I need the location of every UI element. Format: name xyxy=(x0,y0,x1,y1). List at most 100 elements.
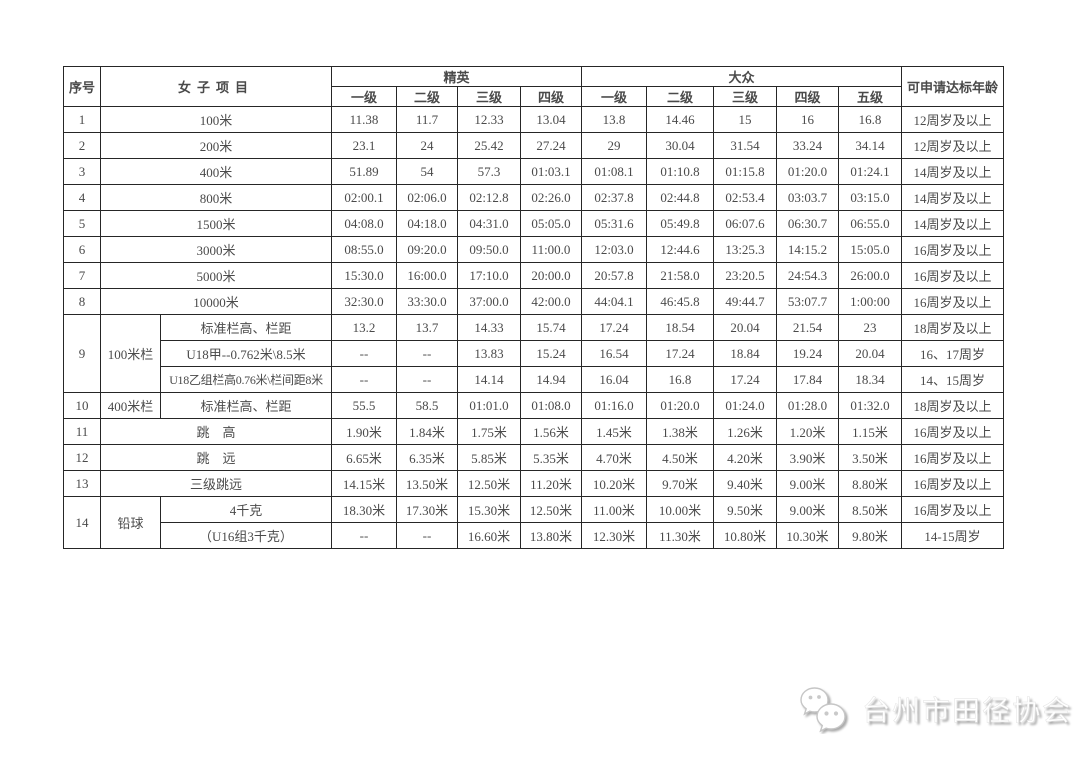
age-cell: 14周岁及以上 xyxy=(901,158,1004,185)
header-mass-level: 四级 xyxy=(776,86,839,107)
cell-value: 1.45米 xyxy=(581,418,647,445)
cell-value: 58.5 xyxy=(396,392,458,419)
cell-value: 24:54.3 xyxy=(776,262,839,289)
cell-value: 8.50米 xyxy=(838,496,902,523)
cell-value: 49:44.7 xyxy=(713,288,777,315)
cell-value: 15:30.0 xyxy=(331,262,397,289)
age-cell: 14-15周岁 xyxy=(901,522,1004,549)
cell-value: 25.42 xyxy=(457,132,521,159)
row-number: 6 xyxy=(63,236,101,263)
cell-value: 02:37.8 xyxy=(581,184,647,211)
cell-value: 16.54 xyxy=(581,340,647,367)
cell-value: -- xyxy=(396,522,458,549)
cell-value: 10.30米 xyxy=(776,522,839,549)
event-name: 200米 xyxy=(100,132,332,159)
table-row: 13 三级跳远 14.15米 13.50米 12.50米 11.20米 10.2… xyxy=(63,470,1004,497)
cell-value: 13.7 xyxy=(396,314,458,341)
cell-value: 16.8 xyxy=(838,106,902,133)
cell-value: 1.84米 xyxy=(396,418,458,445)
table-row: 2 200米 23.1 24 25.42 27.24 29 30.04 31.5… xyxy=(63,132,1004,159)
cell-value: 16.04 xyxy=(581,366,647,393)
cell-value: 11.30米 xyxy=(646,522,714,549)
cell-value: 09:50.0 xyxy=(457,236,521,263)
brand-name: 台州市田径协会 xyxy=(862,696,1073,728)
cell-value: 9.50米 xyxy=(713,496,777,523)
event-name: 10000米 xyxy=(100,288,332,315)
header-mass-level: 二级 xyxy=(646,86,714,107)
cell-value: 30.04 xyxy=(646,132,714,159)
cell-value: 06:30.7 xyxy=(776,210,839,237)
cell-value: 14:15.2 xyxy=(776,236,839,263)
cell-value: -- xyxy=(396,366,458,393)
cell-value: 9.00米 xyxy=(776,470,839,497)
cell-value: 08:55.0 xyxy=(331,236,397,263)
cell-value: 15.30米 xyxy=(457,496,521,523)
cell-value: 9.40米 xyxy=(713,470,777,497)
cell-value: 20:00.0 xyxy=(520,262,582,289)
cell-value: 14.46 xyxy=(646,106,714,133)
cell-value: 13:25.3 xyxy=(713,236,777,263)
cell-value: 27.24 xyxy=(520,132,582,159)
cell-value: 57.3 xyxy=(457,158,521,185)
cell-value: 11.38 xyxy=(331,106,397,133)
event-name: 400米 xyxy=(100,158,332,185)
cell-value: 1.26米 xyxy=(713,418,777,445)
cell-value: 03:03.7 xyxy=(776,184,839,211)
cell-value: 09:20.0 xyxy=(396,236,458,263)
cell-value: 01:16.0 xyxy=(581,392,647,419)
cell-value: 3.90米 xyxy=(776,444,839,471)
cell-value: 16.60米 xyxy=(457,522,521,549)
cell-value: 13.04 xyxy=(520,106,582,133)
cell-value: 15.74 xyxy=(520,314,582,341)
header-row-groups: 序号 女子项目 精英 大众 可申请达标年龄 xyxy=(63,66,1004,107)
cell-value: 11.20米 xyxy=(520,470,582,497)
cell-value: 12.30米 xyxy=(581,522,647,549)
cell-value: 4.70米 xyxy=(581,444,647,471)
cell-value: 15 xyxy=(713,106,777,133)
header-group-elite: 精英 xyxy=(331,66,582,87)
cell-value: 20:57.8 xyxy=(581,262,647,289)
cell-value: 05:49.8 xyxy=(646,210,714,237)
age-cell: 16周岁及以上 xyxy=(901,496,1004,523)
cell-value: 12:03.0 xyxy=(581,236,647,263)
cell-value: 13.2 xyxy=(331,314,397,341)
row-number: 2 xyxy=(63,132,101,159)
header-group-mass: 大众 xyxy=(581,66,902,87)
cell-value: 10.20米 xyxy=(581,470,647,497)
cell-value: -- xyxy=(331,522,397,549)
table-row: 1 100米 11.38 11.7 12.33 13.04 13.8 14.46… xyxy=(63,106,1004,133)
cell-value: 14.94 xyxy=(520,366,582,393)
header-age: 可申请达标年龄 xyxy=(901,66,1004,107)
cell-value: 9.70米 xyxy=(646,470,714,497)
table-row: U18甲--0.762米\8.5米 -- -- 13.83 15.24 16.5… xyxy=(64,340,1004,367)
age-cell: 16、17周岁 xyxy=(901,340,1004,367)
event-name: 100米栏 xyxy=(100,314,161,393)
cell-value: 1.75米 xyxy=(457,418,521,445)
cell-value: 01:15.8 xyxy=(713,158,777,185)
row-number: 8 xyxy=(63,288,101,315)
cell-value: 20.04 xyxy=(713,314,777,341)
table-row: 14 铅球 4千克 18.30米 17.30米 15.30米 12.50米 11… xyxy=(63,496,1004,549)
row-number: 9 xyxy=(63,314,101,393)
cell-value: 18.84 xyxy=(713,340,777,367)
cell-value: 06:07.6 xyxy=(713,210,777,237)
cell-value: 02:06.0 xyxy=(396,184,458,211)
event-detail: 4千克 xyxy=(160,496,332,523)
cell-value: 34.14 xyxy=(838,132,902,159)
table-row: 7 5000米 15:30.0 16:00.0 17:10.0 20:00.0 … xyxy=(63,262,1004,289)
event-name: 3000米 xyxy=(100,236,332,263)
cell-value: 01:20.0 xyxy=(646,392,714,419)
cell-value: 32:30.0 xyxy=(331,288,397,315)
event-name: 跳 高 xyxy=(100,418,332,445)
cell-value: 12.50米 xyxy=(457,470,521,497)
cell-value: 1.15米 xyxy=(838,418,902,445)
cell-value: 21:58.0 xyxy=(646,262,714,289)
cell-value: 17.30米 xyxy=(396,496,458,523)
cell-value: 23 xyxy=(838,314,902,341)
cell-value: 9.00米 xyxy=(776,496,839,523)
cell-value: 8.80米 xyxy=(838,470,902,497)
age-cell: 16周岁及以上 xyxy=(901,470,1004,497)
table-row: 10 400米栏 标准栏高、栏距 55.5 58.5 01:01.0 01:08… xyxy=(63,392,1004,419)
cell-value: 06:55.0 xyxy=(838,210,902,237)
